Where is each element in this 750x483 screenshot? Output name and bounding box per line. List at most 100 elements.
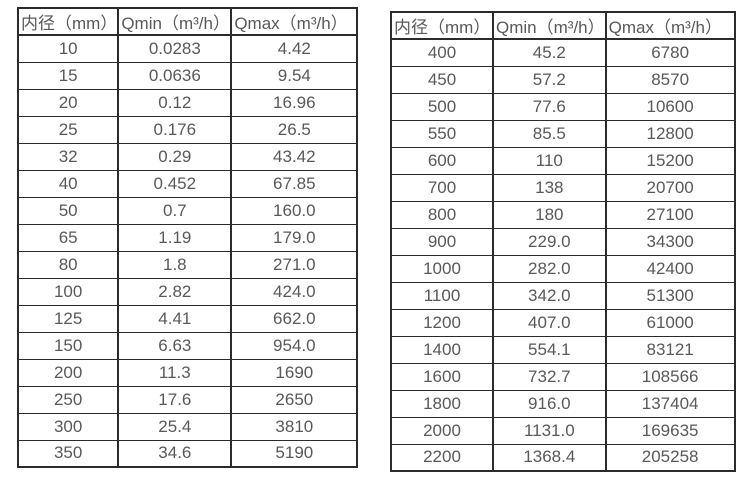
table-cell: 27100 bbox=[604, 200, 736, 229]
flow-spec-table-small-diameters: 内径（mm） Qmin（m³/h） Qmax（m³/h） 10 0.0283 4.4… bbox=[16, 7, 359, 468]
table-cell: 108566 bbox=[604, 362, 736, 391]
table-cell: 6780 bbox=[604, 38, 736, 67]
table-cell: 77.6 bbox=[492, 92, 607, 121]
table-cell: 0.452 bbox=[117, 169, 233, 198]
table-cell: 554.1 bbox=[492, 335, 607, 364]
table-cell: 51300 bbox=[604, 281, 736, 310]
table-row: 800 180 27100 bbox=[390, 200, 736, 229]
table-cell: 662.0 bbox=[230, 304, 359, 333]
table-cell: 80 bbox=[16, 250, 120, 279]
table-cell: 15200 bbox=[604, 146, 736, 175]
table-cell: 0.29 bbox=[117, 142, 233, 171]
table-cell: 954.0 bbox=[230, 331, 359, 360]
table-cell: 20700 bbox=[604, 173, 736, 202]
table-cell: 0.0283 bbox=[117, 34, 233, 63]
table-row: 1200 407.0 61000 bbox=[390, 308, 736, 337]
table-cell: 10 bbox=[16, 34, 120, 63]
table-row: 700 138 20700 bbox=[390, 173, 736, 202]
header-qmax: Qmax（m³/h） bbox=[604, 11, 736, 40]
table-row: 65 1.19 179.0 bbox=[16, 223, 359, 252]
table-row: 1100 342.0 51300 bbox=[390, 281, 736, 310]
table-cell: 138 bbox=[492, 173, 607, 202]
table-cell: 342.0 bbox=[492, 281, 607, 310]
table-cell: 1000 bbox=[390, 254, 494, 283]
table-cell: 40 bbox=[16, 169, 120, 198]
table-cell: 57.2 bbox=[492, 65, 607, 94]
table-cell: 916.0 bbox=[492, 389, 607, 418]
table-cell: 6.63 bbox=[117, 331, 233, 360]
table-cell: 65 bbox=[16, 223, 120, 252]
table-cell: 700 bbox=[390, 173, 494, 202]
header-inner-diameter: 内径（mm） bbox=[390, 11, 494, 40]
table-cell: 17.6 bbox=[117, 385, 233, 414]
table-row: 1400 554.1 83121 bbox=[390, 335, 736, 364]
table-row: 150 6.63 954.0 bbox=[16, 331, 359, 360]
table-row: 100 2.82 424.0 bbox=[16, 277, 359, 306]
table-cell: 200 bbox=[16, 358, 120, 387]
table-cell: 42400 bbox=[604, 254, 736, 283]
table-row: 15 0.0636 9.54 bbox=[16, 61, 359, 90]
table-cell: 500 bbox=[390, 92, 494, 121]
table-cell: 4.41 bbox=[117, 304, 233, 333]
table-row: 1000 282.0 42400 bbox=[390, 254, 736, 283]
table-row: 1600 732.7 108566 bbox=[390, 362, 736, 391]
table-cell: 110 bbox=[492, 146, 607, 175]
table-header-row: 内径（mm） Qmin（m³/h） Qmax（m³/h） bbox=[390, 11, 736, 40]
table-cell: 1.19 bbox=[117, 223, 233, 252]
table-cell: 1400 bbox=[390, 335, 494, 364]
table-cell: 67.85 bbox=[230, 169, 359, 198]
table-cell: 424.0 bbox=[230, 277, 359, 306]
table-cell: 15 bbox=[16, 61, 120, 90]
flow-spec-table-large-diameters: 内径（mm） Qmin（m³/h） Qmax（m³/h） 400 45.2 6780… bbox=[390, 11, 736, 472]
table-cell: 1690 bbox=[230, 358, 359, 387]
table-cell: 85.5 bbox=[492, 119, 607, 148]
table-cell: 34300 bbox=[604, 227, 736, 256]
table-cell: 83121 bbox=[604, 335, 736, 364]
table-cell: 0.0636 bbox=[117, 61, 233, 90]
table-cell: 3810 bbox=[230, 412, 359, 441]
table-cell: 45.2 bbox=[492, 38, 607, 67]
table-cell: 732.7 bbox=[492, 362, 607, 391]
table-cell: 150 bbox=[16, 331, 120, 360]
table-cell: 600 bbox=[390, 146, 494, 175]
table-row: 1800 916.0 137404 bbox=[390, 389, 736, 418]
table-cell: 800 bbox=[390, 200, 494, 229]
table-row: 600 110 15200 bbox=[390, 146, 736, 175]
table-cell: 0.176 bbox=[117, 115, 233, 144]
table-row: 350 34.6 5190 bbox=[16, 439, 359, 468]
table-row: 500 77.6 10600 bbox=[390, 92, 736, 121]
table-cell: 229.0 bbox=[492, 227, 607, 256]
table-cell: 1368.4 bbox=[492, 443, 607, 472]
table-cell: 4.42 bbox=[230, 34, 359, 63]
table-cell: 0.12 bbox=[117, 88, 233, 117]
table-cell: 450 bbox=[390, 65, 494, 94]
table-cell: 1200 bbox=[390, 308, 494, 337]
table-cell: 250 bbox=[16, 385, 120, 414]
table-cell: 2.82 bbox=[117, 277, 233, 306]
table-cell: 282.0 bbox=[492, 254, 607, 283]
table-cell: 900 bbox=[390, 227, 494, 256]
table-cell: 11.3 bbox=[117, 358, 233, 387]
table-row: 2200 1368.4 205258 bbox=[390, 443, 736, 472]
table-cell: 5190 bbox=[230, 439, 359, 468]
table-cell: 400 bbox=[390, 38, 494, 67]
table-row: 450 57.2 8570 bbox=[390, 65, 736, 94]
table-cell: 125 bbox=[16, 304, 120, 333]
table-row: 900 229.0 34300 bbox=[390, 227, 736, 256]
table-row: 300 25.4 3810 bbox=[16, 412, 359, 441]
table-cell: 169635 bbox=[604, 416, 736, 445]
table-row: 20 0.12 16.96 bbox=[16, 88, 359, 117]
table-cell: 25 bbox=[16, 115, 120, 144]
table-cell: 26.5 bbox=[230, 115, 359, 144]
table-cell: 100 bbox=[16, 277, 120, 306]
header-qmax: Qmax（m³/h） bbox=[230, 7, 359, 36]
header-qmin: Qmin（m³/h） bbox=[492, 11, 607, 40]
table-cell: 160.0 bbox=[230, 196, 359, 225]
table-cell: 34.6 bbox=[117, 439, 233, 468]
table-row: 50 0.7 160.0 bbox=[16, 196, 359, 225]
table-cell: 1600 bbox=[390, 362, 494, 391]
table-cell: 12800 bbox=[604, 119, 736, 148]
table-cell: 179.0 bbox=[230, 223, 359, 252]
table-row: 250 17.6 2650 bbox=[16, 385, 359, 414]
